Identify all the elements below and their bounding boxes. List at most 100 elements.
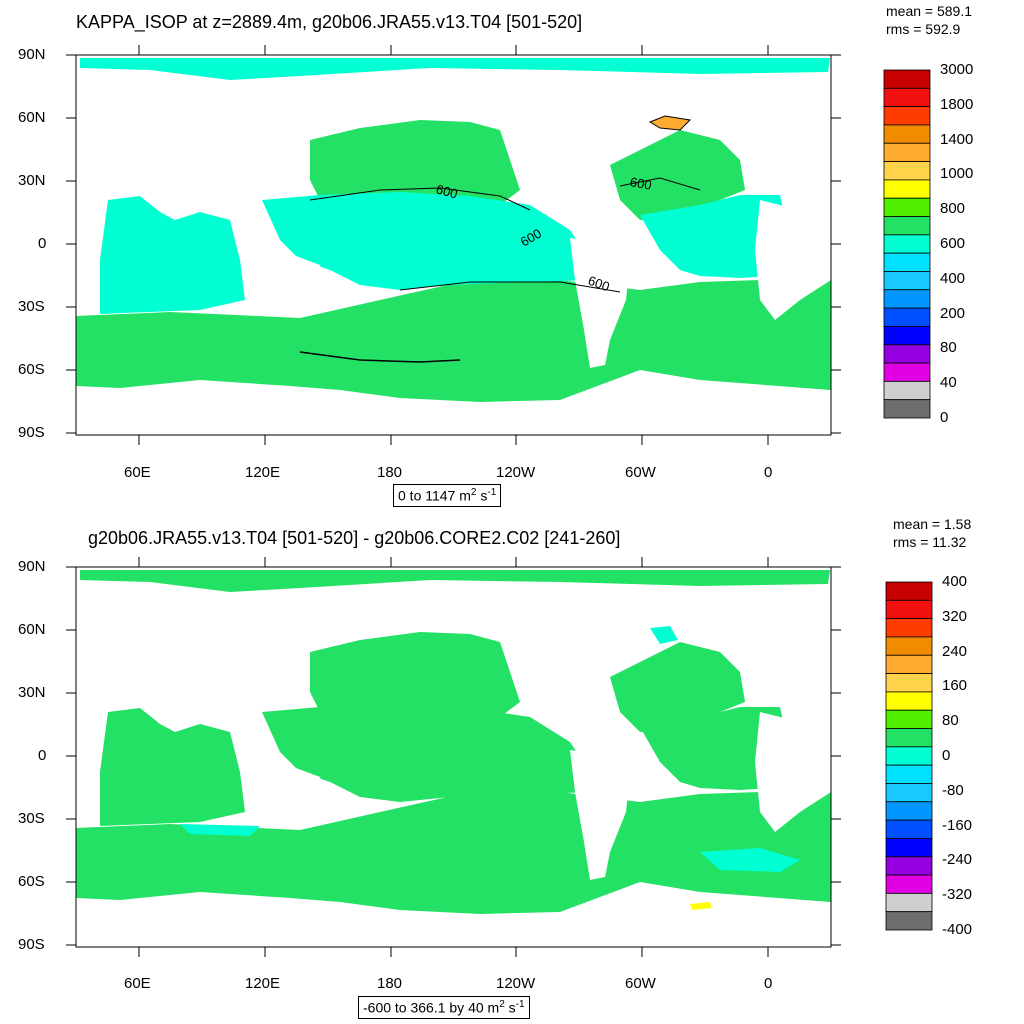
panel1-lon-label: 60W	[625, 464, 656, 481]
colorbar-swatch	[883, 399, 931, 419]
colorbar-swatch	[883, 344, 931, 364]
colorbar-label: -80	[942, 781, 964, 799]
panel2-southern-ocean	[76, 792, 831, 914]
colorbar-swatch	[885, 783, 933, 803]
panel1-lat-label: 0	[38, 235, 47, 252]
panel1-lon-label: 0	[764, 464, 773, 481]
colorbar-label: 0	[942, 747, 951, 764]
panel1-north-atlantic	[610, 130, 745, 220]
colorbar-label: 0	[940, 409, 949, 426]
panel2-colorbar	[885, 581, 933, 931]
panel2-lat-label: 90N	[18, 558, 46, 575]
panel1-arctic-ocean	[80, 58, 830, 80]
panel1-map	[76, 55, 831, 435]
panel2-lon-ticks	[138, 557, 769, 957]
colorbar-swatch	[883, 106, 931, 126]
panel1-range-sup2: -1	[487, 487, 497, 498]
panel2-australia	[248, 762, 330, 822]
colorbar-label: -160	[942, 816, 973, 834]
colorbar-swatch	[885, 673, 933, 693]
panel2-lon-label: 180	[377, 975, 403, 992]
colorbar-swatch	[883, 362, 931, 382]
panel2-range-text: -600 to 366.1 by 40 m	[363, 999, 500, 1016]
panel2-arctic-ocean	[80, 570, 830, 592]
panel2-frame	[75, 566, 832, 948]
colorbar-swatch	[885, 764, 933, 784]
colorbar-swatch	[885, 838, 933, 858]
panel2-lat-label: 60S	[18, 873, 45, 890]
colorbar-swatch	[883, 326, 931, 346]
colorbar-label: -240	[942, 851, 973, 869]
panel2-lon-label: 120E	[245, 975, 281, 992]
panel1-africa	[755, 200, 831, 320]
panel1-range-mid: s	[476, 487, 488, 504]
panel2-range-sup1: 2	[499, 999, 505, 1010]
colorbar-swatch	[883, 307, 931, 327]
colorbar-swatch	[883, 179, 931, 199]
panel1-australia	[248, 250, 330, 310]
colorbar-label: 600	[940, 235, 966, 252]
panel2-lon-label: 60E	[124, 975, 151, 992]
colorbar-swatch	[885, 654, 933, 674]
colorbar-swatch	[885, 581, 933, 601]
colorbar-swatch	[885, 911, 933, 931]
panel1-indian-ocean	[100, 196, 245, 314]
panel2-tropical-atlantic	[640, 707, 790, 790]
colorbar-swatch	[885, 819, 933, 839]
colorbar-swatch	[885, 728, 933, 748]
colorbar-label: 320	[942, 607, 968, 625]
panel2-north-atlantic	[610, 642, 745, 732]
colorbar-swatch	[883, 87, 931, 108]
panel1-tropical-atlantic	[640, 195, 790, 278]
panel1-antarctica	[76, 374, 831, 435]
panel1-lat-label: 60N	[18, 109, 46, 126]
panel1-lat-label: 30N	[18, 172, 46, 189]
panel1-lat-label: 90S	[18, 424, 45, 441]
panel2-indian-ocean	[100, 708, 245, 826]
colorbar-label: 80	[940, 339, 957, 357]
colorbar-swatch	[883, 197, 931, 217]
panel2-cyan-patch-1	[700, 848, 800, 872]
panel2-tropical-pacific	[262, 704, 600, 802]
colorbar-label: 240	[942, 642, 968, 660]
panel2-lat-label: 60N	[18, 621, 46, 638]
panel2-lat-label: 90S	[18, 936, 45, 953]
panel1-lat-label: 30S	[18, 298, 45, 315]
panel2-lat-label: 30N	[18, 684, 46, 701]
panel1-lon-label: 60E	[124, 464, 151, 481]
colorbar-label: 400	[940, 269, 966, 287]
colorbar-label: 40	[940, 374, 957, 392]
panel1-lat-label: 90N	[18, 46, 46, 63]
colorbar-swatch	[883, 252, 931, 272]
colorbar-label: 160	[942, 677, 968, 695]
panel1-lon-ticks	[138, 45, 769, 445]
panel2-title: g20b06.JRA55.v13.T04 [501-520] - g20b06.…	[88, 528, 621, 548]
colorbar-label: 3000	[940, 61, 974, 78]
panel1-range-text: 0 to 1147 m	[398, 487, 471, 504]
colorbar-swatch	[883, 271, 931, 291]
panel1-lon-label: 120E	[245, 464, 281, 481]
panel2-africa	[755, 712, 831, 832]
colorbar-label: 800	[940, 200, 966, 218]
colorbar-swatch	[883, 161, 931, 181]
panel2-cyan-patch-2	[180, 824, 260, 836]
colorbar-swatch	[883, 234, 931, 254]
colorbar-label: 400	[942, 573, 968, 590]
panel2-range-box: -600 to 366.1 by 40 m2 s-1	[358, 996, 530, 1019]
colorbar-swatch	[883, 380, 931, 401]
colorbar-swatch	[885, 599, 933, 620]
panel2-yellow-patch	[690, 902, 712, 910]
colorbar-swatch	[883, 216, 931, 236]
panel2-south-america	[570, 750, 630, 880]
panel1-north-pacific	[310, 120, 520, 205]
panel1-lat-ticks	[66, 54, 841, 434]
panel1-rms: rms = 592.9	[886, 21, 961, 37]
panel2-antarctica	[76, 886, 831, 947]
panel2-map	[76, 567, 831, 947]
colorbar-swatch	[885, 636, 933, 656]
colorbar-swatch	[885, 856, 933, 876]
panel1-colorbar	[883, 69, 931, 419]
panel2-cyan-patch-3	[650, 626, 678, 644]
colorbar-label: 1400	[940, 130, 974, 148]
